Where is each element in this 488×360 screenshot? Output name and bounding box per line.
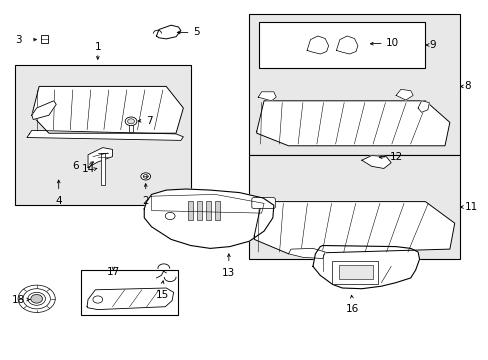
Text: 4: 4 <box>55 196 62 206</box>
Polygon shape <box>88 148 112 167</box>
Polygon shape <box>361 156 390 168</box>
Bar <box>101 153 104 185</box>
Polygon shape <box>288 248 325 258</box>
Polygon shape <box>312 246 419 289</box>
Text: 3: 3 <box>15 35 21 45</box>
Bar <box>214 201 219 220</box>
Text: 2: 2 <box>142 196 149 206</box>
Text: 9: 9 <box>428 40 435 50</box>
Circle shape <box>143 175 148 178</box>
FancyBboxPatch shape <box>251 198 275 208</box>
Bar <box>197 201 202 220</box>
Bar <box>205 201 210 220</box>
Text: 13: 13 <box>222 268 235 278</box>
Text: 14: 14 <box>82 164 95 174</box>
Polygon shape <box>256 101 449 146</box>
Bar <box>129 125 133 132</box>
Circle shape <box>141 173 150 180</box>
Text: 6: 6 <box>72 161 79 171</box>
Bar <box>331 261 377 284</box>
Text: 15: 15 <box>155 290 169 300</box>
Bar <box>249 14 459 155</box>
Polygon shape <box>27 130 183 140</box>
Text: 12: 12 <box>389 152 403 162</box>
Polygon shape <box>417 101 428 112</box>
Bar <box>249 155 459 259</box>
Circle shape <box>93 296 102 303</box>
Circle shape <box>127 119 134 124</box>
Bar <box>259 22 425 68</box>
Text: 16: 16 <box>345 304 358 314</box>
Text: 7: 7 <box>145 116 152 126</box>
Bar <box>15 65 190 205</box>
Text: 10: 10 <box>386 38 399 48</box>
Bar <box>338 265 372 279</box>
Polygon shape <box>258 92 276 101</box>
Text: 5: 5 <box>193 27 200 37</box>
Polygon shape <box>32 86 183 133</box>
Polygon shape <box>144 189 273 248</box>
Polygon shape <box>336 36 357 54</box>
Text: 17: 17 <box>106 267 120 277</box>
Circle shape <box>31 294 42 303</box>
Polygon shape <box>254 202 454 254</box>
Text: 18: 18 <box>12 294 25 305</box>
Bar <box>81 270 178 315</box>
Polygon shape <box>32 101 56 120</box>
Text: 8: 8 <box>464 81 470 91</box>
Polygon shape <box>306 36 328 54</box>
Circle shape <box>125 117 137 126</box>
Polygon shape <box>395 89 412 100</box>
Circle shape <box>165 212 175 220</box>
Text: 1: 1 <box>94 42 101 52</box>
Polygon shape <box>156 25 181 39</box>
Text: 11: 11 <box>464 202 477 212</box>
Polygon shape <box>87 288 173 310</box>
Bar <box>41 35 48 43</box>
Bar <box>188 201 193 220</box>
